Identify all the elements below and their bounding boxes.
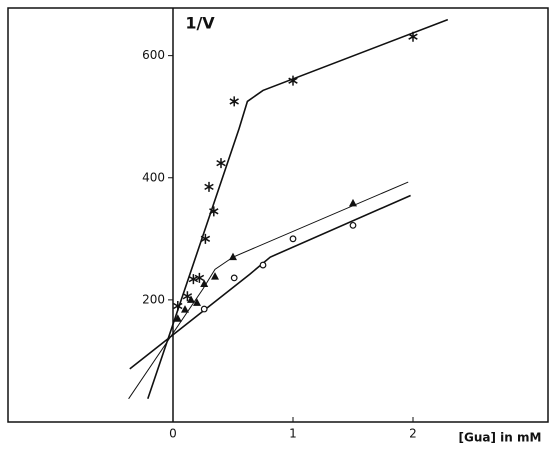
data-point: [188, 274, 199, 285]
data-point: [187, 295, 195, 303]
data-point: [229, 96, 239, 107]
data-point: [181, 305, 189, 313]
x-tick-label: 0: [169, 427, 177, 441]
x-tick-label: 1: [289, 427, 297, 441]
y-tick-label: 200: [142, 292, 165, 306]
x-axis-label: [Gua] in mM: [459, 431, 542, 445]
data-point: [259, 261, 267, 269]
data-point: [349, 221, 357, 229]
data-point: [194, 272, 205, 283]
data-point: [288, 75, 298, 86]
data-point: [216, 158, 226, 169]
data-point: [229, 252, 237, 261]
data-point: [200, 279, 209, 287]
data-point: [193, 298, 201, 306]
y-axis-label: 1/V: [185, 14, 215, 33]
data-point: [209, 206, 219, 217]
y-tick-label: 400: [142, 170, 165, 184]
fit-line: [129, 194, 411, 370]
data-point: [204, 181, 214, 192]
data-point: [200, 305, 208, 313]
data-point: [200, 233, 211, 244]
data-point: [173, 300, 183, 311]
data-point: [173, 314, 182, 322]
x-tick-label: 2: [409, 427, 417, 441]
y-tick-label: 600: [142, 48, 165, 62]
plot-frame: [7, 7, 549, 423]
data-point: [408, 31, 418, 42]
fit-line: [147, 18, 449, 400]
data-point: [211, 272, 219, 280]
data-point: [349, 198, 357, 207]
data-point: [289, 235, 297, 243]
fit-line: [128, 181, 409, 400]
data-point: [230, 274, 238, 282]
